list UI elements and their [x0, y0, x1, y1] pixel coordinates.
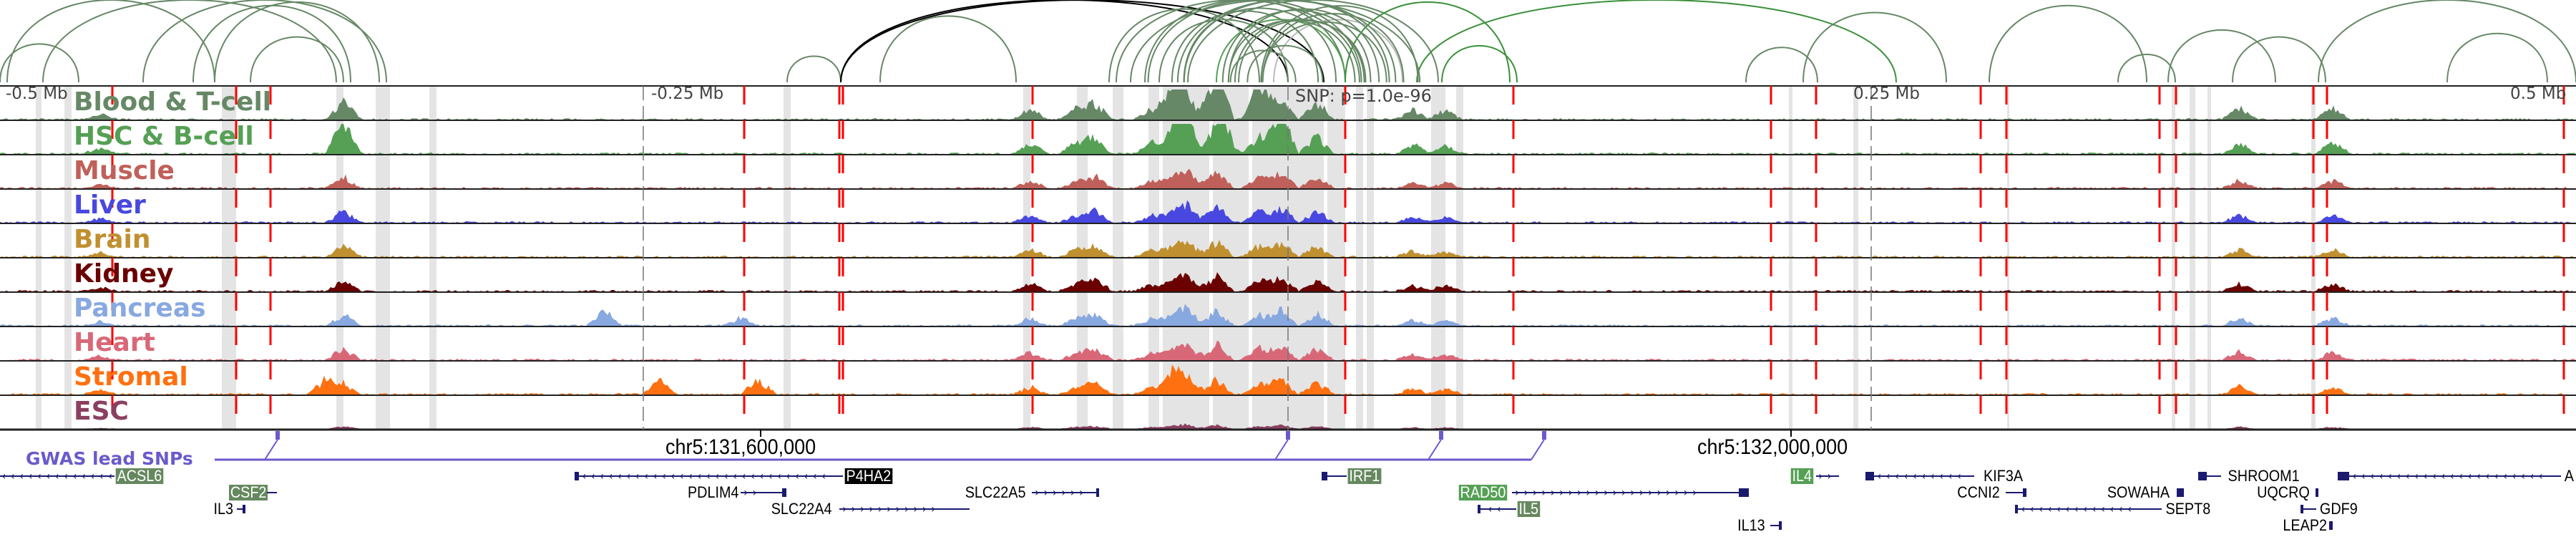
- gwas-connector: [1428, 439, 1442, 460]
- gwas-connector: [264, 439, 278, 460]
- scale-label-right: 0.5 Mb: [2510, 84, 2567, 103]
- interaction-arc: [1273, 19, 1403, 83]
- gwas-snp-marker: [1286, 431, 1290, 440]
- strand-arrows-icon: ‹‹: [1488, 502, 1506, 516]
- interaction-arc: [879, 15, 1017, 83]
- interaction-arc: [214, 1, 380, 83]
- gwas-track-label: GWAS lead SNPs: [26, 448, 193, 469]
- gwas-snp-marker: [1542, 431, 1546, 440]
- signal-9: [0, 423, 2576, 429]
- interaction-arc: [0, 43, 79, 83]
- scale-label-left: -0.5 Mb: [6, 84, 68, 103]
- track-label-pancreas: Pancreas: [74, 294, 206, 323]
- interaction-arc: [1246, 44, 1324, 83]
- track-label-hsc: HSC & B-cell: [74, 122, 254, 151]
- interaction-arc: [1229, 49, 1297, 83]
- interaction-arc: [1262, 12, 1405, 83]
- track-label-blood: Blood & T-cell: [74, 87, 272, 117]
- coordinate-label: chr5:132,000,000: [1697, 435, 1848, 459]
- track-label-esc: ESC: [74, 397, 129, 426]
- strand-arrows-icon: ››››››: [1035, 485, 1088, 499]
- strand-arrows-icon: ›››››››››››: [842, 502, 940, 516]
- strand-arrows-icon: ››: [743, 485, 761, 499]
- interaction-arc: [2446, 32, 2548, 83]
- interaction-arc: [142, 0, 387, 83]
- interaction-arc: [1260, 5, 1419, 83]
- gwas-connector: [1531, 439, 1545, 460]
- interaction-arc: [1989, 4, 2147, 83]
- strand-arrows-icon: ‹‹‹‹‹‹‹‹‹‹‹‹‹‹‹‹‹‹‹‹‹‹: [2352, 469, 2547, 483]
- track-label-heart: Heart: [74, 328, 155, 357]
- strand-arrows-icon: ‹‹‹‹‹‹‹‹‹‹‹‹‹: [2021, 502, 2137, 516]
- interaction-arc: [1234, 19, 1365, 83]
- track-label-liver: Liver: [74, 190, 146, 220]
- interaction-arc: [1147, 0, 1362, 83]
- gwas-snp-marker: [1439, 431, 1443, 440]
- interaction-arc: [1221, 9, 1372, 83]
- interaction-arc: [1262, 21, 1387, 83]
- snp-pvalue-label: SNP: p=1.0e-96: [1295, 86, 1432, 106]
- scale-label-midright: 0.25 Mb: [1853, 84, 1920, 103]
- interaction-arc: [1116, 0, 1360, 83]
- interaction-arc: [250, 36, 344, 83]
- strand-arrows-icon: ‹‹‹‹‹‹‹‹‹‹: [1877, 469, 1966, 483]
- gwas-connector: [1274, 439, 1289, 460]
- interaction-arc: [1171, 10, 1319, 83]
- interaction-arc: [1158, 19, 1289, 83]
- signal-2: [0, 168, 2576, 188]
- interaction-arc: [1802, 11, 1947, 83]
- interaction-arc: [1187, 0, 1439, 83]
- interaction-arc: [1108, 8, 1260, 83]
- interaction-arc: [786, 55, 841, 83]
- interaction-arc: [1745, 47, 1818, 83]
- scale-label-midleft: -0.25 Mb: [651, 84, 724, 103]
- track-label-kidney: Kidney: [74, 259, 174, 289]
- interaction-arc: [1183, 7, 1337, 83]
- track-label-muscle: Muscle: [74, 156, 175, 185]
- interaction-arc: [1183, 0, 1390, 83]
- gwas-snp-marker: [275, 431, 280, 440]
- interaction-arc: [2117, 54, 2176, 83]
- strand-arrows-icon: ‹‹‹‹‹‹‹‹‹‹‹‹‹‹‹‹‹‹‹‹‹‹‹‹‹‹‹‹: [582, 469, 831, 483]
- interaction-arc: [2318, 0, 2576, 83]
- coordinate-label: chr5:131,600,000: [665, 435, 816, 459]
- interaction-arcs: [0, 0, 2576, 83]
- signal-6: [0, 304, 2576, 326]
- interaction-arc: [1441, 44, 1518, 83]
- interaction-arc: [840, 0, 1324, 83]
- strand-arrows-icon: ››: [1818, 469, 1836, 483]
- interaction-arc: [1416, 0, 1897, 83]
- interaction-arc: [2167, 29, 2276, 83]
- track-label-brain: Brain: [74, 225, 151, 254]
- strand-arrows-icon: ›››››››››››››››››››››: [1515, 485, 1702, 499]
- track-label-stromal: Stromal: [74, 362, 188, 392]
- strand-arrows-icon: ‹‹‹‹‹‹‹‹‹‹‹‹‹: [1, 469, 113, 483]
